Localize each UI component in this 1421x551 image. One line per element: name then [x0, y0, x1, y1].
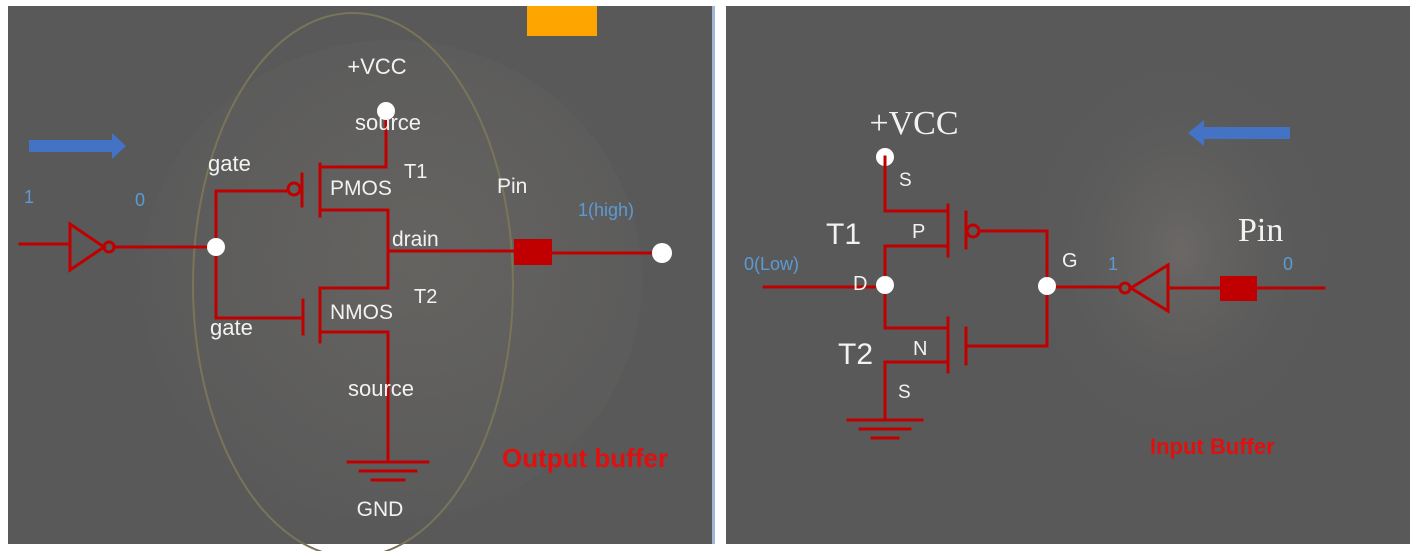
input-t2-label: T2	[838, 338, 873, 371]
n-source-wire	[883, 360, 950, 422]
input-pin-label: Pin	[1238, 212, 1283, 249]
output-vcc-label: +VCC	[347, 54, 406, 79]
gate-top-wire	[214, 189, 290, 249]
output-buffer-title: Output buffer	[502, 443, 668, 473]
output-buffer-panel: +VCC source T1 gate PMOS Pin drain 1(hig…	[8, 6, 715, 551]
output-input-one-label: 1	[24, 187, 34, 207]
panel-divider	[712, 6, 715, 544]
vcc-node	[377, 102, 395, 120]
output-t1-label: T1	[404, 161, 427, 183]
pmos-drain-wire	[318, 208, 390, 287]
input-pin-block	[1220, 276, 1257, 301]
output-high-label: 1(high)	[578, 200, 634, 220]
output-oval-outline	[192, 12, 514, 551]
output-highlight-glow	[142, 40, 642, 520]
p-source-wire	[883, 155, 950, 213]
output-t2-label: T2	[414, 286, 437, 308]
input-buffer-panel: +VCC S T1 P Pin 0(Low) D G 1 0 T2 N S In…	[726, 6, 1410, 544]
pmos-source-wire	[318, 108, 388, 169]
output-gate-top-label: gate	[208, 151, 251, 176]
input-low-label: 0(Low)	[744, 254, 799, 274]
output-source-bottom-label: source	[348, 376, 414, 401]
p-label: P	[912, 221, 925, 243]
orange-marker	[527, 6, 597, 36]
nmos-source-wire	[318, 330, 390, 464]
input-buffer-title: Input Buffer	[1150, 434, 1275, 459]
output-pin-block	[514, 239, 552, 265]
drain-label: drain	[392, 228, 439, 251]
n-label: N	[913, 338, 927, 360]
pmos-label: PMOS	[330, 177, 392, 200]
output-source-top-label: source	[355, 110, 421, 135]
output-direction-arrow	[29, 133, 126, 159]
d-node	[876, 276, 894, 294]
input-one-label: 1	[1108, 254, 1118, 274]
pmos-gate-bubble	[286, 181, 302, 197]
gate-node	[207, 238, 225, 256]
output-input-zero-label: 0	[135, 190, 145, 210]
gate-bottom-wire	[214, 245, 305, 320]
input-highlight-glow	[1020, 50, 1340, 450]
output-pin-label: Pin	[497, 175, 527, 198]
output-gate-bottom-label: gate	[210, 315, 253, 340]
input-vcc-label: +VCC	[869, 105, 958, 142]
output-end-node	[652, 243, 672, 263]
nmos-label: NMOS	[330, 301, 393, 324]
gnd-label: GND	[357, 498, 404, 521]
input-zero-label: 0	[1283, 254, 1293, 274]
inverter-symbol	[68, 221, 107, 273]
g-label: G	[1062, 250, 1078, 272]
input-direction-arrow	[1188, 120, 1290, 146]
d-label: D	[853, 273, 867, 295]
input-s-top-label: S	[899, 170, 912, 191]
g-node	[1038, 277, 1056, 295]
input-t1-label: T1	[826, 218, 861, 251]
input-s-bottom-label: S	[898, 382, 911, 403]
